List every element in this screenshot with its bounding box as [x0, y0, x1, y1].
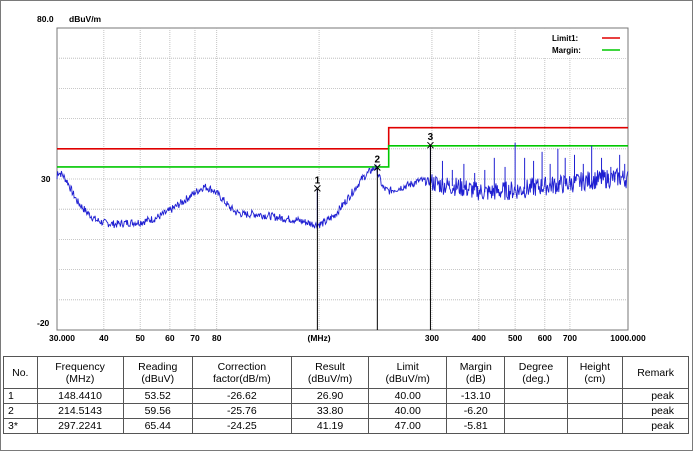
column-header: Result (dBuV/m): [290, 356, 370, 389]
table-cell: 297.2241: [36, 418, 124, 434]
marker-label: 3: [428, 132, 434, 143]
column-header: Reading (dBuV): [122, 356, 193, 389]
table-cell: [504, 403, 568, 419]
table-cell: peak: [622, 403, 689, 419]
table-cell: -24.25: [191, 418, 292, 434]
x-tick-label: 300: [425, 333, 439, 343]
y-tick-label: 30: [41, 174, 51, 184]
table-cell: peak: [622, 418, 689, 434]
x-tick-label: (MHz): [308, 333, 331, 343]
table-row: 2 214.5143 59.56 -25.76 33.80 40.00 -6.20 peak: [3, 403, 689, 419]
x-tick-label: 500: [508, 333, 522, 343]
table-row: 3* 297.2241 65.44 -24.25 41.19 47.00 -5.81 peak: [3, 418, 689, 434]
table-cell: 33.80: [290, 403, 370, 419]
table-cell: -6.20: [446, 403, 506, 419]
table-cell: -5.81: [446, 418, 506, 434]
table-cell: 41.19: [290, 418, 370, 434]
column-header: Remark: [622, 356, 689, 389]
marker-label: 1: [315, 175, 321, 186]
column-header: Degree (deg.): [504, 356, 568, 389]
legend-label: Margin:: [552, 46, 581, 55]
emission-chart: 1 2 3 80.0 dBuV/m 30 -20 30.000 40 50 60 70 80 (MHz)…: [37, 14, 646, 343]
table-cell: 47.00: [368, 418, 448, 434]
x-tick-label: 40: [99, 333, 109, 343]
table-row: 1 148.4410 53.52 -26.62 26.90 40.00 -13.10 peak: [3, 388, 689, 404]
y-tick-label: -20: [37, 318, 50, 328]
table-cell: 53.52: [122, 388, 193, 404]
table-cell: 59.56: [122, 403, 193, 419]
x-tick-label: 80: [212, 333, 222, 343]
table-cell: [504, 418, 568, 434]
table-cell: 1: [3, 388, 38, 404]
x-tick-label: 60: [165, 333, 175, 343]
table-cell: -26.62: [191, 388, 292, 404]
table-cell: [504, 388, 568, 404]
table-cell: 2: [3, 403, 38, 419]
table-cell: -25.76: [191, 403, 292, 419]
table-cell: 26.90: [290, 388, 370, 404]
column-header: Height (cm): [566, 356, 624, 389]
legend-label: Limit1:: [552, 34, 578, 43]
table-cell: 214.5143: [36, 403, 124, 419]
table-header-row: No. Frequency (MHz) Reading (dBuV) Correction…: [3, 356, 689, 389]
results-table: No. Frequency (MHz) Reading (dBuV) Correction…: [3, 356, 689, 434]
column-header: Limit (dBuV/m): [368, 356, 448, 389]
table-cell: [566, 403, 624, 419]
column-header: Correction factor(dB/m): [191, 356, 292, 389]
column-header: Frequency (MHz): [36, 356, 124, 389]
marker-x: [373, 164, 381, 171]
column-header: No.: [3, 356, 38, 389]
y-axis-top-label: 80.0: [37, 14, 54, 24]
table-cell: -13.10: [446, 388, 506, 404]
x-tick-label: 1000.000: [610, 333, 646, 343]
table-cell: 40.00: [368, 403, 448, 419]
table-cell: 148.4410: [36, 388, 124, 404]
marker-label: 2: [375, 155, 381, 166]
table-cell: [566, 418, 624, 434]
table-cell: [566, 388, 624, 404]
limit-line: [57, 126, 628, 150]
x-tick-label: 30.000: [49, 333, 75, 343]
emission-trace: [56, 164, 629, 229]
x-tick-label: 70: [190, 333, 200, 343]
marker-x: [427, 141, 434, 149]
y-axis-unit-label: dBuV/m: [69, 14, 102, 24]
marker-x: [314, 185, 321, 192]
margin-line: [57, 145, 628, 168]
legend: Limit1: Margin:: [539, 30, 626, 58]
x-tick-label: 50: [135, 333, 145, 343]
x-tick-label: 700: [563, 333, 577, 343]
x-tick-label: 600: [538, 333, 552, 343]
table-cell: 40.00: [368, 388, 448, 404]
table-cell: 65.44: [122, 418, 193, 434]
x-tick-label: 400: [472, 333, 486, 343]
table-cell: 3*: [3, 418, 38, 434]
column-header: Margin (dB): [446, 356, 506, 389]
table-cell: peak: [622, 388, 689, 404]
